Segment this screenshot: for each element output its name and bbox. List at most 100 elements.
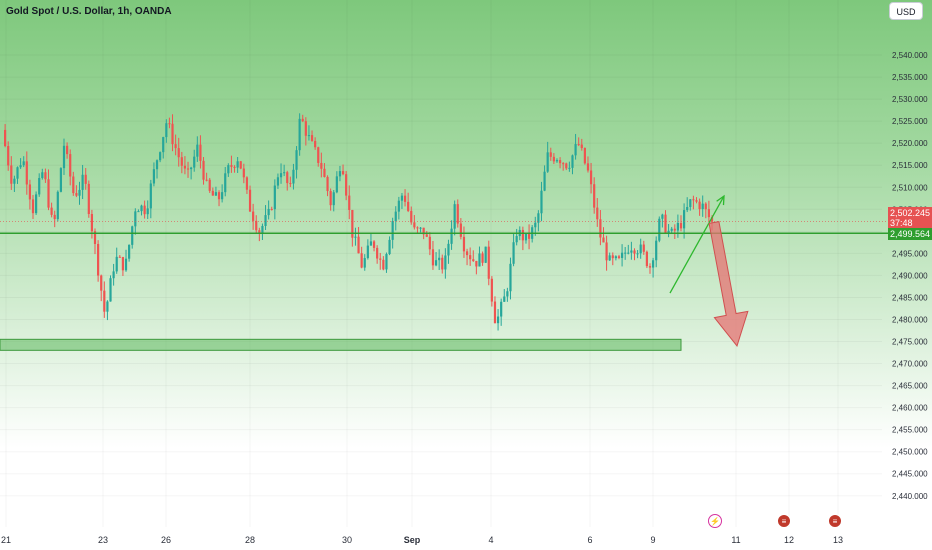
candle-body [314,140,317,148]
candle-body [558,160,562,164]
candle-body [586,163,590,171]
candle-body [620,252,624,258]
candle-body [534,222,537,228]
time-tick-label: 28 [245,535,255,545]
candle-body [199,144,202,161]
candle-body [208,179,211,191]
candle-body [131,226,134,245]
candle-body [190,167,193,170]
candle-body [4,129,7,147]
candle-body [366,245,369,259]
candle-body [413,222,416,228]
candle-body [710,217,714,222]
candle-body [345,174,348,196]
candle-body [329,191,332,206]
time-tick-label: 13 [833,535,843,545]
us-flag-event-icon[interactable]: ≡ [777,514,791,528]
currency-button[interactable]: USD [889,2,923,20]
candle-body [509,263,512,292]
candle-body [242,168,245,178]
candle-body [692,199,695,201]
candle-body [279,173,283,178]
candle-body [503,296,506,302]
candle-body [205,179,208,181]
candle-body [416,227,419,229]
candle-body [143,205,146,215]
candle-body [149,183,152,209]
candle-body [292,169,295,184]
candle-body [354,236,357,238]
candle-body [248,189,252,212]
candle-body [469,255,472,260]
candle-body [500,301,503,317]
candle-body [633,250,636,254]
candle-body [512,242,515,264]
candle-body [155,160,159,170]
candle-body [137,211,140,213]
candle-body [66,145,69,155]
candle-body [583,148,586,164]
candle-body [298,118,301,151]
candle-body [599,219,602,238]
candle-body [484,246,487,263]
candle-body [193,156,196,168]
candle-body [698,201,701,210]
candle-body [183,165,187,169]
candle-body [419,227,422,229]
candle-body [369,241,373,246]
candle-body [258,230,261,234]
candle-body [100,275,103,291]
price-tick-label: 2,450.000 [892,448,928,457]
candle-body [56,191,59,220]
time-tick-label: Sep [404,535,421,545]
candle-body [608,255,611,261]
price-tick-label: 2,525.000 [892,117,928,126]
candle-body [450,228,453,244]
candle-body [524,233,528,241]
candle-body [596,207,599,220]
candle-body [236,161,239,168]
candle-body [28,184,32,200]
candle-body [78,189,81,196]
candle-body [152,169,156,184]
candle-body [7,146,10,166]
candle-body [239,161,242,169]
price-tick-label: 2,475.000 [892,338,928,347]
candle-body [410,210,413,223]
price-tick-label: 2,510.000 [892,183,928,192]
candle-body [397,200,400,212]
projection-arrow [708,221,749,347]
candle-body [128,244,131,259]
us-flag-event-icon[interactable]: ≡ [828,514,842,528]
chart-title: Gold Spot / U.S. Dollar, 1h, OANDA [6,6,172,17]
candle-body [701,203,704,210]
candle-body [472,259,475,261]
candle-body [438,257,441,261]
price-tick-label: 2,535.000 [892,73,928,82]
candle-body [13,178,16,184]
lightning-event-icon[interactable]: ⚡ [708,514,722,528]
candle-body [224,173,227,193]
candle-body [87,183,90,215]
candle-body [221,192,224,200]
price-tick-label: 2,530.000 [892,95,928,104]
candle-body [323,168,326,177]
horizontal-line-price-tag: 2,499.564 [888,228,932,240]
candle-body [506,291,509,297]
candle-body [171,123,174,145]
time-tick-label: 12 [784,535,794,545]
candle-body [261,225,264,234]
time-tick-label: 4 [488,535,493,545]
candle-body [360,253,363,268]
candle-body [341,171,345,175]
candle-body [211,190,214,196]
candle-body [351,209,354,238]
candle-body [648,266,652,268]
candle-body [112,271,115,279]
candle-body [168,123,171,125]
candle-body [38,178,41,195]
candle-body [655,240,658,261]
candle-body [515,236,518,243]
